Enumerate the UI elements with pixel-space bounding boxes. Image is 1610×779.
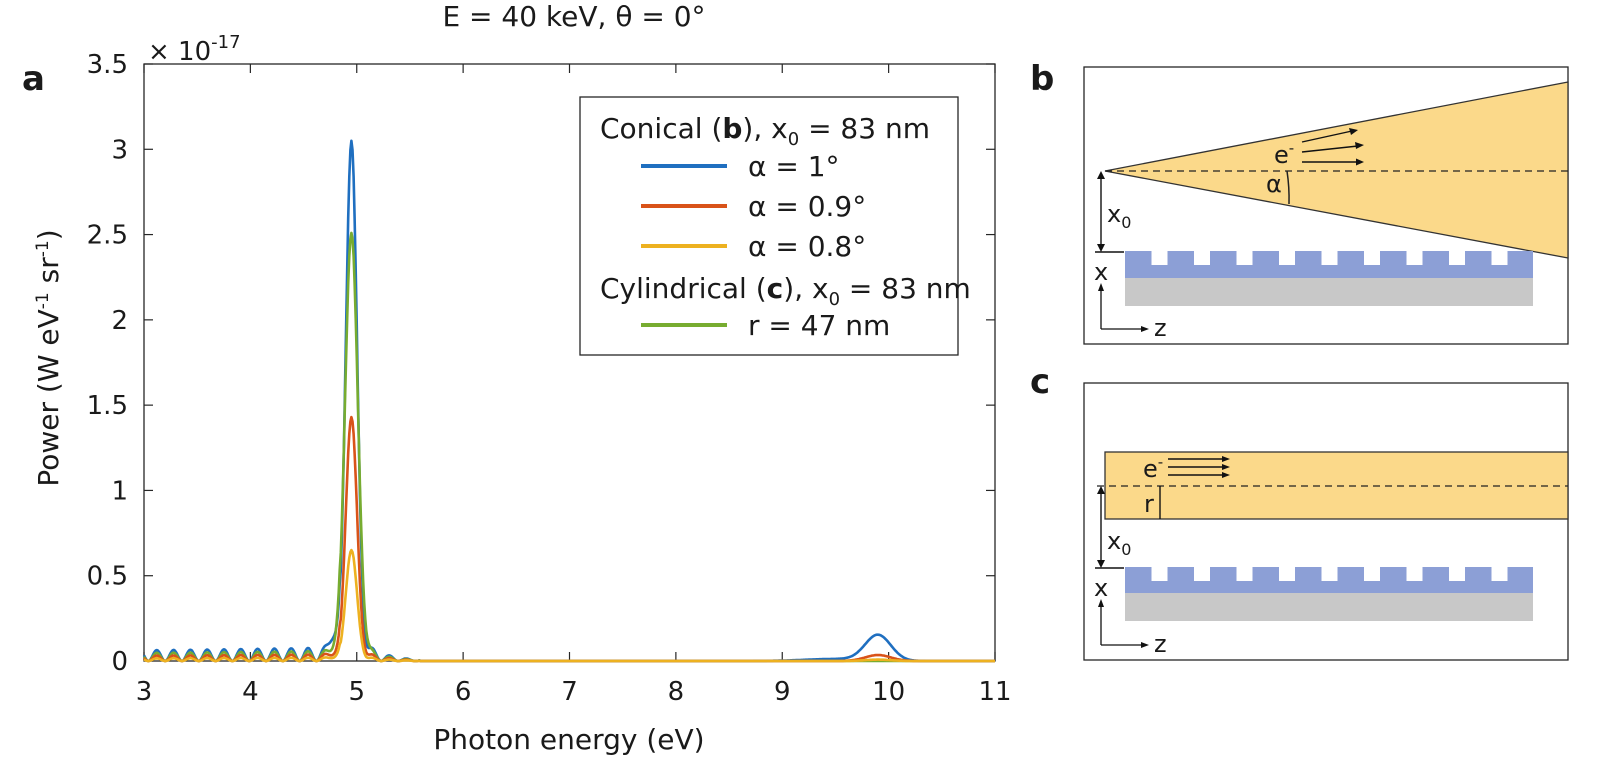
- x-tick-label: 5: [348, 677, 365, 707]
- series-alpha-09: [143, 415, 996, 663]
- panel-label-b: b: [1030, 59, 1054, 99]
- x-tick-label: 11: [978, 677, 1011, 707]
- electron-arrows-c: [1168, 456, 1230, 478]
- y-tick-label: 0: [111, 647, 128, 677]
- cone-beam: [1104, 81, 1569, 259]
- y-multiplier: × 10-17: [148, 32, 241, 67]
- grating-tooth: [1167, 251, 1194, 266]
- schematic-c: r e- x0 x z: [1083, 382, 1569, 661]
- axis-z-label-c: z: [1154, 630, 1167, 658]
- x-tick-label: 9: [774, 677, 791, 707]
- coord-axes-c: [1098, 599, 1149, 648]
- x-tick-label: 4: [242, 677, 259, 707]
- grating-c: [1125, 567, 1533, 594]
- substrate-c: [1125, 593, 1533, 621]
- x-tick-label: 8: [668, 677, 685, 707]
- grating-tooth: [1295, 567, 1322, 582]
- grating-tooth: [1337, 251, 1364, 266]
- x-tick-label: 7: [561, 677, 578, 707]
- axis-z-label-b: z: [1154, 314, 1167, 342]
- series-lines: [142, 139, 996, 663]
- grating-base: [1125, 581, 1533, 594]
- legend-label-alpha-1: α = 1°: [748, 150, 840, 183]
- grating-tooth: [1465, 567, 1492, 582]
- y-tick-labels: 0 0.5 1 1.5 2 2.5 3 3.5: [87, 50, 128, 677]
- chart-title: E = 40 keV, θ = 0°: [442, 0, 705, 33]
- schematic-b: α e- x0 x z: [1083, 66, 1569, 345]
- y-tick-label: 3: [111, 135, 128, 165]
- grating-b: [1125, 251, 1533, 278]
- angle-alpha: α: [1266, 170, 1282, 198]
- y-tick-label: 1: [111, 476, 128, 506]
- grating-tooth: [1465, 251, 1492, 266]
- legend-label-r47: r = 47 nm: [748, 309, 890, 342]
- grating-tooth: [1125, 251, 1152, 266]
- electron-label-b: e-: [1274, 139, 1294, 169]
- grating-tooth: [1380, 567, 1407, 582]
- legend-group-conical: Conical (b), x0 = 83 nm: [600, 112, 930, 150]
- electron-arrows-b: [1301, 128, 1364, 166]
- y-tick-label: 1.5: [87, 391, 128, 421]
- x0-label-b: x0: [1107, 200, 1131, 232]
- radius-label: r: [1144, 490, 1154, 518]
- grating-tooth: [1380, 251, 1407, 266]
- y-axis-label: Power (W eV-1 sr-1): [32, 229, 65, 486]
- x-tick-label: 10: [872, 677, 905, 707]
- legend-label-alpha-09: α = 0.9°: [748, 190, 866, 223]
- grating-tooth: [1167, 567, 1194, 582]
- grating-tooth: [1295, 251, 1322, 266]
- legend-label-alpha-08: α = 0.8°: [748, 230, 866, 263]
- axis-x-label-c: x: [1094, 574, 1108, 602]
- grating-tooth: [1252, 251, 1279, 266]
- series-alpha-08: [143, 548, 996, 663]
- legend-box: [579, 96, 959, 356]
- substrate-b: [1125, 278, 1533, 306]
- panel-label-c: c: [1030, 362, 1050, 402]
- grating-base: [1125, 265, 1533, 278]
- x0-label-c: x0: [1107, 527, 1131, 559]
- grating-tooth: [1252, 567, 1279, 582]
- axis-x-label-b: x: [1094, 258, 1108, 286]
- panel-label-a: a: [22, 59, 45, 99]
- x-axis-label: Photon energy (eV): [433, 723, 704, 756]
- legend: Conical (b), x0 = 83 nm α = 1° α = 0.9° …: [579, 96, 971, 356]
- grating-tooth: [1337, 567, 1364, 582]
- grating-tooth: [1422, 567, 1449, 582]
- x-tick-labels: 3 4 5 6 7 8 9 10 11: [136, 677, 1012, 707]
- x0-dimension-b: [1095, 171, 1124, 253]
- grating-tooth: [1507, 251, 1533, 266]
- x0-dimension-c: [1095, 486, 1124, 569]
- grating-tooth: [1507, 567, 1533, 582]
- grating-tooth: [1125, 567, 1152, 582]
- x-tick-label: 3: [136, 677, 153, 707]
- y-tick-label: 2: [111, 306, 128, 336]
- y-tick-label: 3.5: [87, 50, 128, 80]
- y-tick-label: 0.5: [87, 562, 128, 592]
- x-tick-label: 6: [455, 677, 472, 707]
- angle-arc: [1286, 170, 1290, 205]
- grating-tooth: [1422, 251, 1449, 266]
- electron-label-c: e-: [1143, 453, 1163, 483]
- grating-tooth: [1210, 567, 1237, 582]
- coord-axes-b: [1098, 283, 1149, 332]
- y-tick-label: 2.5: [87, 221, 128, 251]
- legend-group-cylindrical: Cylindrical (c), x0 = 83 nm: [600, 272, 971, 310]
- grating-tooth: [1210, 251, 1237, 266]
